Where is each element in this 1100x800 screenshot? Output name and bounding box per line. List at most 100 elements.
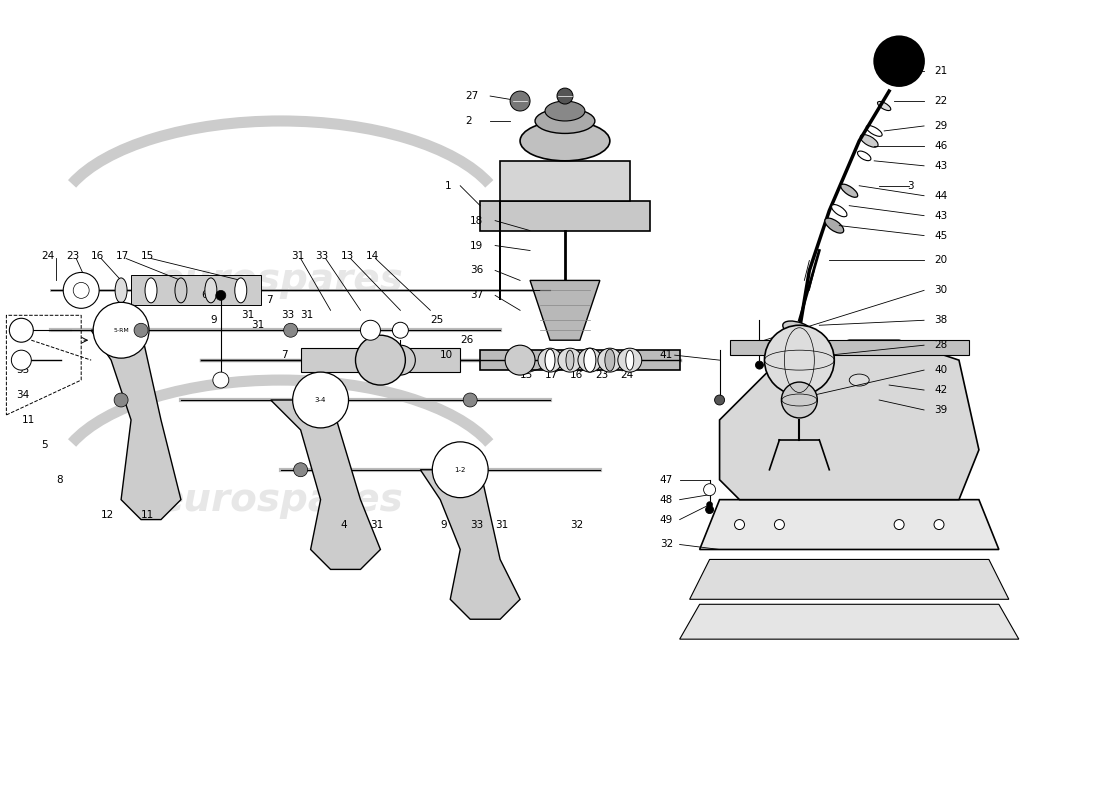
Ellipse shape [861,370,896,390]
Circle shape [63,273,99,308]
Circle shape [618,348,641,372]
Circle shape [781,382,817,418]
Text: 31: 31 [495,519,508,530]
Text: 7: 7 [266,295,273,306]
Circle shape [216,290,225,300]
Ellipse shape [878,102,891,110]
Text: 12: 12 [101,510,114,520]
Text: 30: 30 [934,286,947,295]
Text: 34: 34 [16,390,30,400]
Text: 16: 16 [570,370,583,380]
Text: 10: 10 [440,350,453,360]
Circle shape [756,361,763,369]
Text: 32: 32 [570,519,583,530]
Polygon shape [420,470,520,619]
Ellipse shape [520,121,609,161]
Text: eurospares: eurospares [157,481,404,518]
Ellipse shape [535,109,595,134]
Circle shape [74,282,89,298]
Text: 31: 31 [290,250,304,261]
Text: 47: 47 [660,474,673,485]
Text: 29: 29 [934,121,947,131]
Text: 2: 2 [465,116,472,126]
Circle shape [874,36,924,86]
Text: 42: 42 [934,385,947,395]
Text: eurospares: eurospares [157,262,404,299]
Text: 3-4: 3-4 [315,397,327,403]
Text: 19: 19 [470,241,484,250]
Circle shape [213,372,229,388]
Ellipse shape [626,350,634,370]
Polygon shape [729,340,969,355]
Polygon shape [481,350,680,370]
Text: 1-2: 1-2 [454,466,466,473]
Circle shape [735,519,745,530]
Text: 39: 39 [934,405,947,415]
Ellipse shape [866,126,882,136]
Text: 33: 33 [316,250,329,261]
Circle shape [538,348,562,372]
Circle shape [11,350,31,370]
Text: 31: 31 [251,320,264,330]
Text: 25: 25 [430,315,443,326]
Circle shape [294,462,308,477]
Text: 37: 37 [470,290,484,300]
Text: 48: 48 [660,494,673,505]
Circle shape [134,323,148,338]
Text: 45: 45 [934,230,947,241]
Text: 31: 31 [241,310,254,320]
Circle shape [774,519,784,530]
Text: 35: 35 [16,365,30,375]
Text: 31: 31 [371,519,384,530]
Text: 3: 3 [908,181,914,190]
Ellipse shape [544,349,556,371]
Circle shape [94,302,148,358]
Circle shape [715,395,725,405]
Ellipse shape [175,278,187,303]
Circle shape [361,320,381,340]
Circle shape [705,506,714,514]
Circle shape [505,345,535,375]
Text: 17: 17 [544,370,559,380]
Polygon shape [91,330,180,519]
Circle shape [578,348,602,372]
Ellipse shape [858,151,871,161]
Circle shape [293,372,349,428]
Circle shape [558,348,582,372]
Text: 33: 33 [470,519,484,530]
Text: 24: 24 [619,370,634,380]
Ellipse shape [116,278,128,303]
Polygon shape [300,348,460,372]
Ellipse shape [849,374,869,386]
Polygon shape [700,500,999,550]
Circle shape [934,519,944,530]
Text: 22: 22 [934,96,947,106]
Text: 15: 15 [520,370,534,380]
Text: 5: 5 [42,440,48,450]
Polygon shape [500,161,630,300]
Ellipse shape [544,101,585,121]
Ellipse shape [145,278,157,303]
Text: 5-RM: 5-RM [113,328,129,333]
Circle shape [706,502,713,508]
Text: 21: 21 [934,66,947,76]
Polygon shape [690,559,1009,599]
Text: 4: 4 [341,519,348,530]
Text: 43: 43 [934,161,947,171]
Text: 43: 43 [934,210,947,221]
Polygon shape [530,281,600,340]
Text: 27: 27 [465,91,478,101]
Text: 14: 14 [365,250,378,261]
Ellipse shape [825,218,844,233]
Ellipse shape [566,350,574,370]
Text: 23: 23 [595,370,608,380]
Text: 24: 24 [42,250,55,261]
Text: 9: 9 [211,315,218,326]
Text: 32: 32 [660,539,673,550]
Polygon shape [271,400,381,570]
Circle shape [114,393,128,407]
Circle shape [355,335,406,385]
Circle shape [432,442,488,498]
Ellipse shape [234,278,246,303]
Text: 13: 13 [341,250,354,261]
